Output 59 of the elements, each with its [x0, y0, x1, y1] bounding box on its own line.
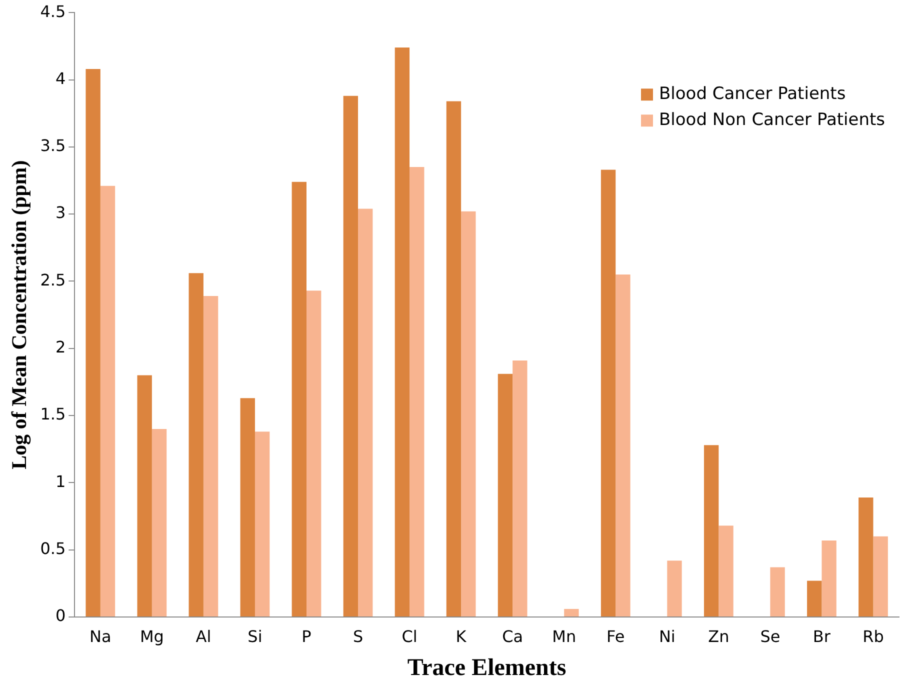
- bar: [240, 398, 255, 616]
- bar: [152, 428, 167, 616]
- bar: [498, 374, 513, 616]
- x-tick-label: Br: [812, 626, 831, 646]
- x-tick-label: S: [352, 626, 364, 646]
- bar: [86, 69, 100, 616]
- bar: [616, 274, 630, 616]
- x-tick-label: P: [302, 626, 312, 646]
- x-tick-label: Se: [760, 626, 780, 646]
- bar: [600, 170, 616, 616]
- bar: [873, 536, 888, 616]
- bar: [306, 290, 322, 616]
- x-tick-label: Cl: [402, 626, 418, 646]
- bar: [667, 560, 682, 616]
- x-tick-label: Na: [90, 626, 112, 646]
- bar: [446, 101, 462, 616]
- y-axis-title: Log of Mean Concentration (ppm): [7, 160, 32, 470]
- x-tick-label: Rb: [862, 626, 884, 646]
- bar: [343, 96, 358, 616]
- bar: [254, 432, 270, 616]
- y-tick-label: 2.5: [40, 270, 66, 290]
- legend-label: Blood Non Cancer Patients: [659, 110, 886, 130]
- bar: [718, 526, 734, 616]
- y-tick-label: 3: [55, 203, 66, 222]
- bar: [203, 296, 218, 616]
- bar: [410, 167, 424, 616]
- x-tick-label: Mg: [140, 626, 164, 646]
- x-tick-label: Mn: [552, 626, 576, 646]
- bar: [822, 540, 836, 616]
- y-tick-label: 1: [55, 472, 66, 491]
- x-tick-label: Ni: [658, 626, 676, 646]
- y-tick-label: 3.5: [40, 136, 66, 156]
- legend-label: Blood Cancer Patients: [659, 84, 846, 104]
- bar: [807, 580, 822, 616]
- x-tick-label: Al: [196, 626, 212, 646]
- bar: [358, 208, 373, 616]
- x-tick-label: Zn: [708, 626, 730, 646]
- bar: [770, 567, 785, 616]
- bar: [461, 211, 476, 616]
- bar: [512, 360, 528, 616]
- bar: [137, 375, 152, 616]
- x-tick-label: Fe: [606, 626, 625, 646]
- bar: [292, 182, 306, 616]
- bar: [100, 186, 116, 616]
- bar: [858, 497, 874, 616]
- y-tick-label: 1.5: [40, 404, 66, 424]
- x-tick-label: Ca: [502, 626, 524, 646]
- bar: [188, 273, 204, 616]
- x-tick-label: Si: [248, 626, 262, 646]
- bar: [704, 445, 719, 616]
- y-tick-label: 4.5: [40, 2, 66, 21]
- y-tick-label: 0: [55, 606, 66, 626]
- x-tick-label: K: [456, 626, 467, 646]
- x-axis-title: Trace Elements: [407, 654, 566, 681]
- bar: [394, 48, 410, 616]
- y-tick-label: 0.5: [40, 539, 66, 558]
- y-tick-label: 2: [55, 338, 66, 357]
- y-tick-label: 4: [55, 68, 66, 88]
- bar: [564, 608, 579, 616]
